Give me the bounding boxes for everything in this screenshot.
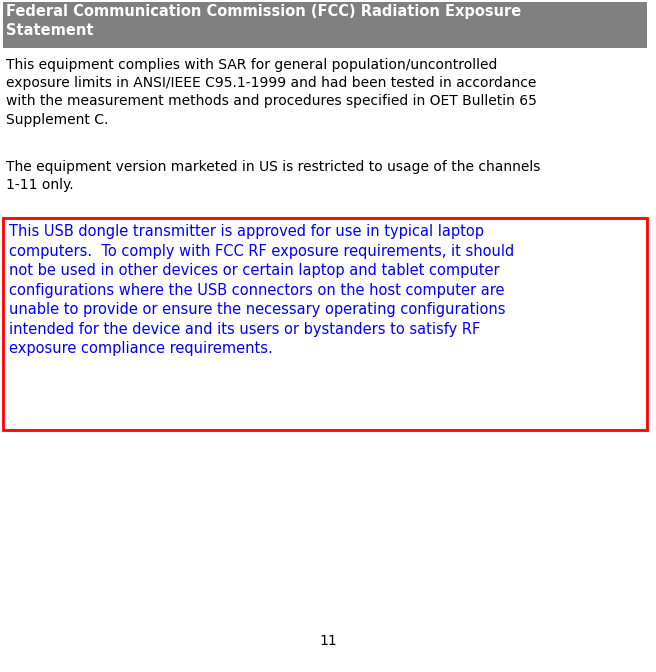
Text: 11: 11	[319, 634, 337, 648]
Text: This equipment complies with SAR for general population/uncontrolled
exposure li: This equipment complies with SAR for gen…	[6, 58, 537, 126]
FancyBboxPatch shape	[3, 2, 647, 48]
Text: The equipment version marketed in US is restricted to usage of the channels
1-11: The equipment version marketed in US is …	[6, 160, 541, 192]
FancyBboxPatch shape	[3, 218, 647, 430]
Text: Federal Communication Commission (FCC) Radiation Exposure
Statement: Federal Communication Commission (FCC) R…	[6, 4, 522, 38]
Text: This USB dongle transmitter is approved for use in typical laptop
computers.  To: This USB dongle transmitter is approved …	[9, 224, 514, 356]
